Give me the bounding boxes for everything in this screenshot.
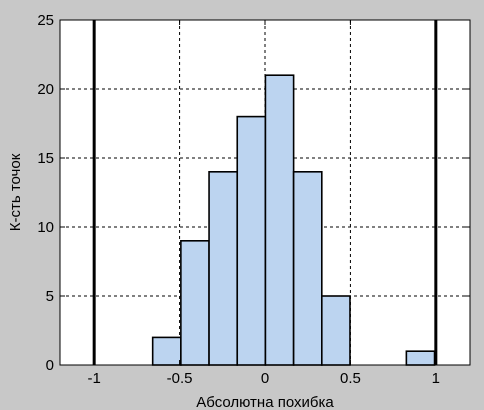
x-tick-label: -1 — [87, 370, 100, 387]
y-tick-label: 10 — [37, 219, 54, 236]
histogram-bar — [264, 74, 295, 366]
x-axis-label: Абсолютна похибка — [196, 394, 334, 410]
x-axis-ticks: -1 -0.5 0 0.5 1 — [87, 20, 440, 387]
histogram-bar — [180, 240, 210, 366]
y-axis-label: К-сть точок — [7, 153, 24, 231]
histogram-bar — [321, 295, 351, 366]
y-tick-label: 20 — [37, 81, 54, 98]
histogram-bar — [292, 171, 323, 366]
y-tick-label: 15 — [37, 150, 54, 167]
x-tick-label: 0 — [261, 370, 269, 387]
histogram-bar — [236, 115, 267, 366]
y-tick-label: 5 — [46, 288, 54, 305]
y-tick-label: 25 — [37, 12, 54, 29]
y-axis-ticks: 0 5 10 15 20 25 — [37, 12, 470, 374]
x-tick-label: 0.5 — [340, 370, 361, 387]
vertical-lines — [92, 20, 438, 365]
x-tick-label: -0.5 — [167, 370, 193, 387]
x-tick-label: 1 — [432, 370, 440, 387]
y-tick-label: 0 — [46, 357, 54, 374]
bars — [151, 74, 436, 366]
histogram-bar — [208, 171, 239, 366]
histogram-bar — [151, 336, 182, 366]
histogram-bar — [405, 350, 436, 366]
